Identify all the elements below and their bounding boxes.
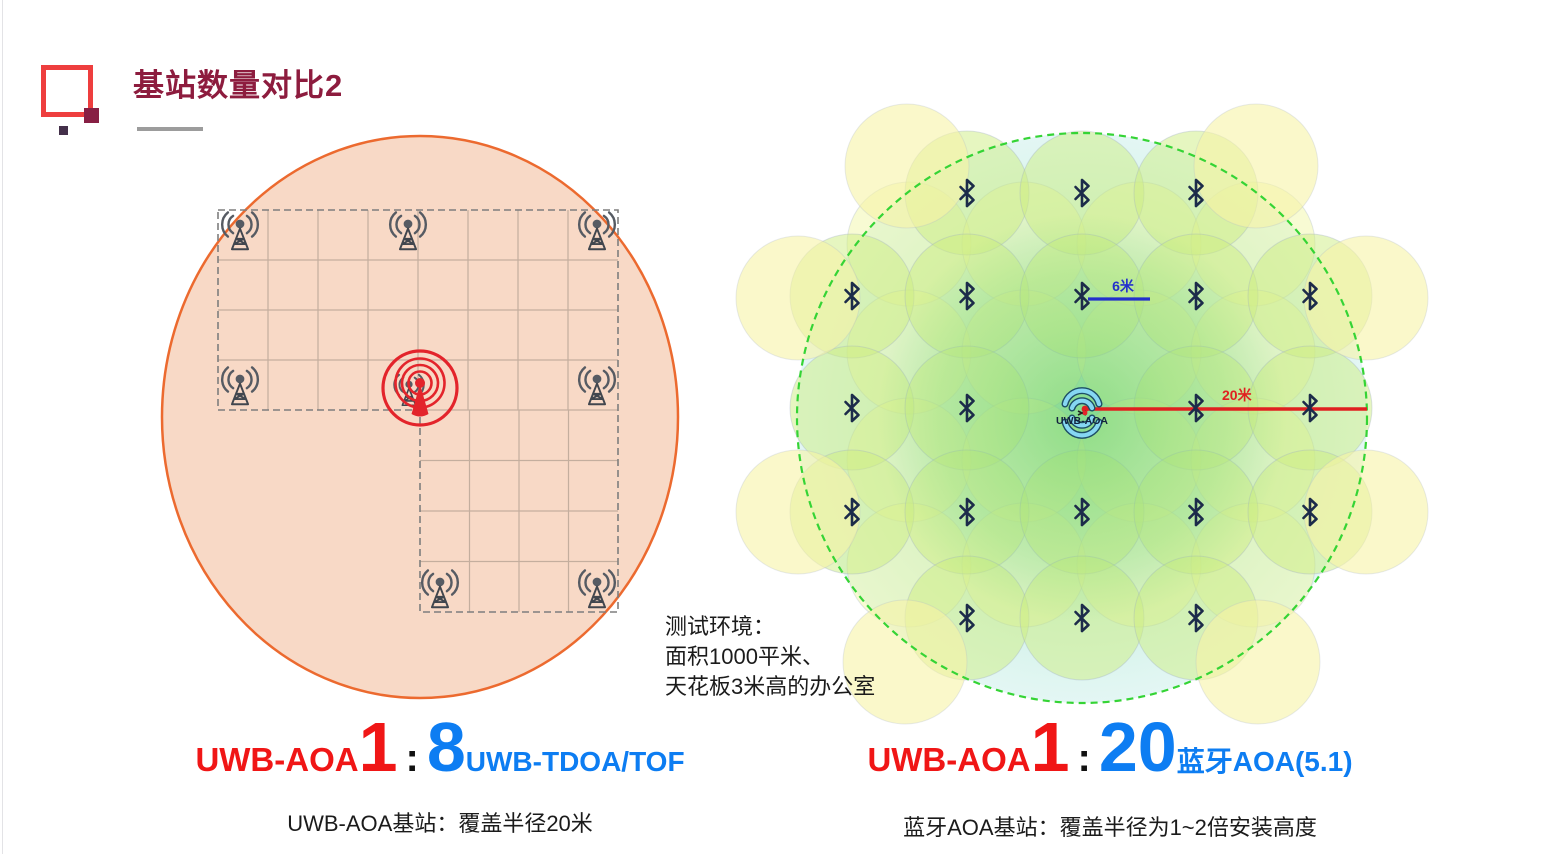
twenty-meter-label: 20米 [1222, 387, 1253, 403]
ratio-left-value: 1 [1030, 708, 1070, 786]
center-glow [877, 213, 1287, 623]
red-square-outline-icon [41, 65, 93, 117]
tdoa-antenna-icon [578, 366, 616, 406]
ratio-uwb-vs-bluetooth: UWB-AOA 1 : 20 蓝牙AOA(5.1) [850, 712, 1370, 782]
site-boundary-dashed [217, 209, 619, 613]
coverage-radius-dashed-circle [795, 131, 1369, 705]
bluetooth-anchor-icon [1188, 281, 1204, 311]
slide-edge-line [2, 0, 3, 854]
bluetooth-anchor-icon [1188, 497, 1204, 527]
bluetooth-anchor-icon [959, 281, 975, 311]
ratio-right-label: UWB-TDOA/TOF [465, 746, 685, 777]
outer-coverage-cell [735, 235, 861, 361]
bluetooth-anchor-icon [1074, 281, 1090, 311]
ratio-left-label: UWB-AOA [195, 741, 359, 778]
bluetooth-anchor-icon [1302, 393, 1318, 423]
uwb-aoa-center-icon: UWB-AOA [1056, 387, 1108, 439]
outer-coverage-cell [1195, 599, 1321, 725]
uwb-coverage-diagram [150, 120, 710, 720]
ratio-right-value: 20 [1098, 708, 1177, 786]
bluetooth-anchor-icon [959, 178, 975, 208]
ratio-colon: : [1077, 736, 1091, 780]
uwb-anchor-marker [381, 349, 459, 427]
test-env-line3: 天花板3米高的办公室 [665, 674, 876, 699]
maroon-corner-square-icon [84, 108, 99, 123]
tdoa-antenna-icon [389, 211, 427, 251]
outer-coverage-cell [1193, 103, 1319, 229]
small-dot-square-icon [59, 126, 68, 135]
bluetooth-anchor-icon [844, 393, 860, 423]
bluetooth-anchor-icon [959, 393, 975, 423]
tdoa-antenna-icon [578, 569, 616, 609]
tdoa-antenna-icon [221, 211, 259, 251]
ratio-uwb-vs-tdoa: UWB-AOA 1 : 8 UWB-TDOA/TOF [180, 712, 700, 782]
floor-grid-lines [218, 210, 618, 612]
tower-triangle [411, 384, 429, 417]
ratio-left-value: 1 [358, 708, 398, 786]
bluetooth-anchor-icon [959, 603, 975, 633]
bluetooth-anchor-icon [959, 497, 975, 527]
outer-coverage-cell [735, 449, 861, 575]
ratio-right-label: 蓝牙AOA(5.1) [1176, 746, 1353, 777]
tdoa-antenna-icon [221, 366, 259, 406]
bluetooth-coverage-diagram: 6米 20米 UWB-AOA [730, 100, 1430, 730]
test-env-line2: 面积1000平米、 [665, 644, 824, 669]
bluetooth-anchor-icon [844, 497, 860, 527]
ratio-right-value: 8 [426, 708, 466, 786]
six-meter-label: 6米 [1112, 278, 1135, 294]
page-title: 基站数量对比2 [133, 68, 344, 103]
tdoa-antenna-icon [421, 569, 459, 609]
outer-coverage-cell [842, 599, 968, 725]
bluetooth-anchor-icon [1074, 178, 1090, 208]
outer-coverage-cell [1303, 449, 1429, 575]
caption-bluetooth: 蓝牙AOA基站：覆盖半径为1~2倍安装高度 [903, 815, 1317, 840]
outer-coverage-cell [844, 103, 970, 229]
line-origin-dot [1081, 405, 1089, 413]
title-underline [137, 127, 203, 131]
test-env-line1: 测试环境： [665, 614, 776, 639]
bluetooth-anchor-icon [1074, 603, 1090, 633]
tdoa-antenna-icon [578, 211, 616, 251]
title-decoration-icon [41, 65, 99, 135]
caption-uwb: UWB-AOA基站：覆盖半径20米 [287, 811, 593, 836]
bluetooth-anchor-icon [1302, 497, 1318, 527]
ratio-left-label: UWB-AOA [867, 741, 1031, 778]
bluetooth-anchor-icon [1188, 603, 1204, 633]
uwb-aoa-label: UWB-AOA [1056, 415, 1108, 427]
bluetooth-anchor-icon [1074, 497, 1090, 527]
bluetooth-anchor-icon [1188, 178, 1204, 208]
outer-coverage-cell [1303, 235, 1429, 361]
ratio-colon: : [405, 736, 419, 780]
bluetooth-anchor-icon [1188, 393, 1204, 423]
test-environment-note: 测试环境： 面积1000平米、 天花板3米高的办公室 [665, 612, 965, 702]
bluetooth-anchor-icon [844, 281, 860, 311]
bluetooth-anchor-icon [1302, 281, 1318, 311]
